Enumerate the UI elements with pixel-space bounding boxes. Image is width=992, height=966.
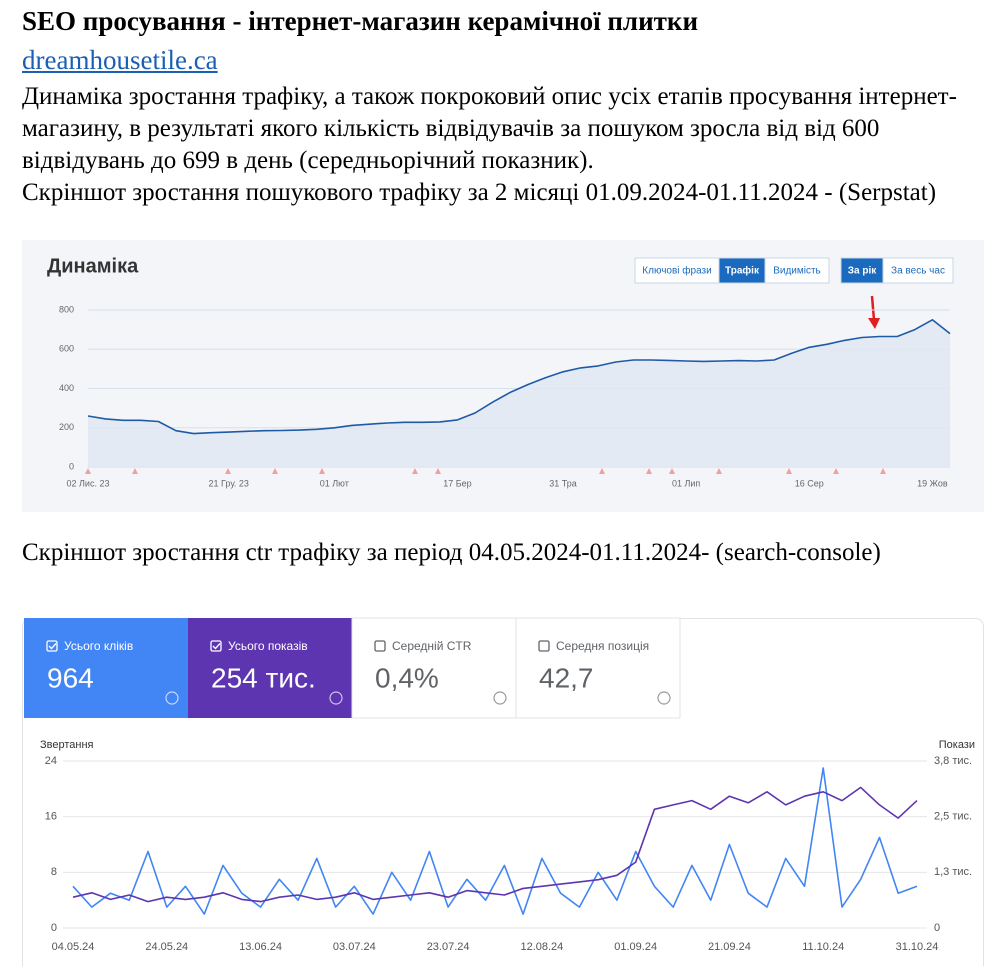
y-tick-label: 0 [69, 461, 74, 471]
check [48, 643, 57, 650]
button-label: Ключові фрази [642, 265, 711, 277]
metric-card[interactable] [351, 617, 517, 719]
x-tick-label: 04.05.24 [52, 941, 95, 953]
button[interactable] [882, 257, 954, 284]
y-axis-label: Звертання [40, 739, 94, 751]
x-tick-label: 31 Тра [549, 478, 577, 488]
checkbox [374, 640, 386, 652]
y2-tick-label: 2,5 тис. [934, 811, 972, 823]
serpstat-chart: Динаміка Ключові фрази Трафік Видимість За р… [22, 240, 984, 512]
link[interactable]: dreamhousetile.ca [22, 45, 218, 75]
y-tick-label: 16 [45, 811, 57, 823]
paragraph: Скріншот зростання пошукового трафіку за… [22, 179, 937, 206]
x-tick-label: 12.08.24 [520, 941, 563, 953]
check [212, 643, 221, 650]
help-icon [493, 691, 507, 705]
y2-tick-label: 0 [934, 922, 940, 934]
card-label: Середній CTR [392, 639, 472, 653]
y-tick-label: 600 [59, 344, 74, 354]
button-label: За весь час [891, 266, 945, 277]
y2-tick-label: 3,8 тис. [934, 755, 972, 767]
x-tick-label: 31.10.24 [896, 941, 939, 953]
button[interactable] [840, 257, 884, 284]
search-console-chart: Усього кліків 964 Усього показів 254 тис. Се… [22, 617, 984, 966]
x-tick-label: 21.09.24 [708, 941, 751, 953]
metric-card[interactable] [24, 618, 188, 718]
card-label: Середня позиція [556, 639, 649, 653]
line [72, 767, 918, 915]
y-tick-label: 400 [59, 383, 74, 393]
arrow-head [868, 318, 880, 329]
y-tick-label: 24 [45, 755, 57, 767]
card-value: 42,7 [539, 662, 594, 693]
card-value: 254 тис. [211, 662, 316, 693]
paragraph: Скріншот зростання ctr трафіку за період… [22, 539, 881, 566]
button[interactable] [718, 257, 766, 284]
x-tick-label: 01.09.24 [614, 941, 657, 953]
help-icon [657, 691, 671, 705]
help-icon [165, 691, 179, 705]
x-tick-label: 23.07.24 [427, 941, 470, 953]
checkbox [46, 640, 58, 652]
card-label: Усього показів [228, 639, 308, 653]
x-tick-label: 01 Лип [672, 478, 700, 488]
card-value: 0,4% [375, 662, 439, 693]
checkbox [538, 640, 550, 652]
y2-axis-label: Покази [939, 739, 975, 751]
x-tick-label: 03.07.24 [333, 941, 376, 953]
button-label: Видимість [773, 266, 821, 277]
button[interactable] [764, 257, 830, 284]
metric-card[interactable] [515, 617, 681, 719]
y-tick-label: 200 [59, 422, 74, 432]
button-label: Трафік [725, 265, 760, 277]
y-tick-label: 800 [59, 304, 74, 314]
y-tick-label: 0 [51, 922, 57, 934]
x-tick-label: 02 Лис. 23 [67, 478, 110, 488]
checkbox [210, 640, 222, 652]
card-label: Усього кліків [64, 639, 133, 653]
x-tick-label: 16 Сер [795, 478, 824, 488]
chart-title: Динаміка [47, 255, 139, 277]
x-tick-label: 19 Жов [917, 478, 948, 488]
x-tick-label: 13.06.24 [239, 941, 282, 953]
line [87, 319, 951, 435]
x-tick-label: 24.05.24 [145, 941, 188, 953]
y2-tick-label: 1,3 тис. [934, 866, 972, 878]
metric-card[interactable] [188, 618, 352, 718]
x-tick-label: 17 Бер [443, 478, 471, 488]
x-tick-label: 11.10.24 [802, 941, 844, 953]
event-markers [85, 468, 886, 474]
paragraph: Динаміка зростання трафіку, а також покр… [22, 83, 957, 174]
card-value: 964 [47, 662, 94, 693]
line [72, 786, 918, 903]
arrow [870, 295, 876, 321]
button-label: За рік [848, 266, 877, 277]
x-tick-label: 01 Лют [320, 478, 349, 488]
button[interactable] [634, 257, 720, 284]
title: SEO просування - інтернет-магазин керамі… [22, 6, 699, 36]
help-icon [329, 691, 343, 705]
x-tick-label: 21 Гру. 23 [209, 478, 249, 488]
y-tick-label: 8 [51, 866, 57, 878]
